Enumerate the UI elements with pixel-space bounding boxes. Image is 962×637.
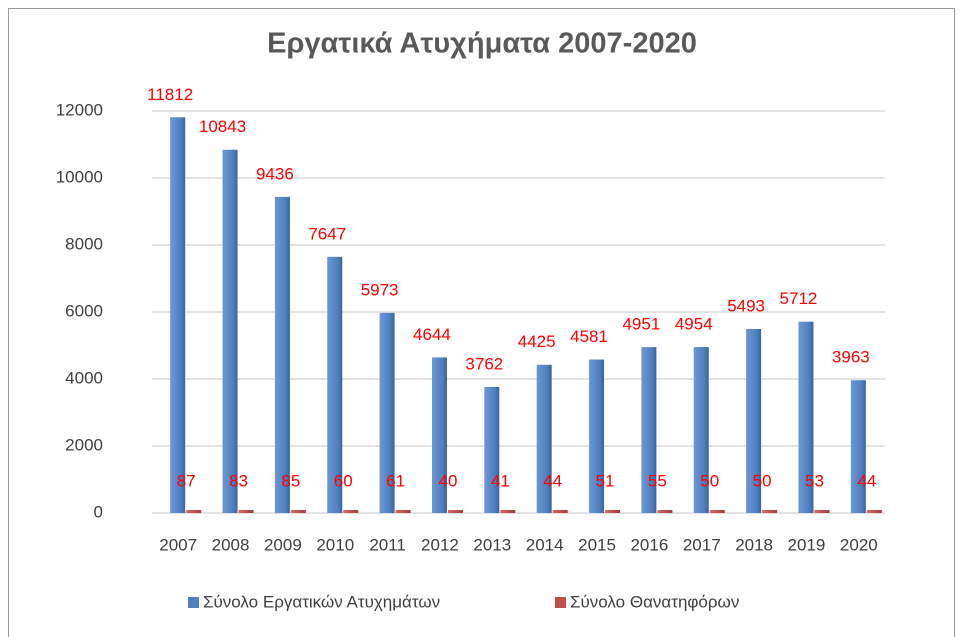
y-tick-label: 12000 [56,100,103,119]
data-label: 4425 [518,332,556,351]
data-label: 61 [386,471,405,490]
bar [605,510,621,513]
x-tick-label: 2019 [788,535,826,554]
data-label: 11812 [147,85,193,104]
data-label: 83 [229,471,248,490]
x-tick-label: 2013 [473,535,511,554]
x-tick-label: 2020 [840,535,878,554]
x-tick-label: 2016 [630,535,668,554]
data-label: 87 [177,471,196,490]
bar [657,510,673,513]
data-label: 85 [281,471,300,490]
data-label: 10843 [199,117,246,136]
chart-frame [8,8,955,637]
legend-label: Σύνολο Θανατηφόρων [570,592,739,611]
x-tick-label: 2010 [316,535,354,554]
data-label: 50 [700,471,719,490]
bar [641,347,657,513]
bar [814,510,830,513]
data-label: 4581 [570,327,608,346]
data-label: 50 [753,471,772,490]
legend-swatch [555,597,566,608]
data-label: 60 [334,471,353,490]
data-label: 51 [596,471,615,490]
bar [866,510,882,513]
data-label: 53 [805,471,824,490]
y-tick-label: 6000 [65,301,103,320]
x-tick-label: 2009 [264,535,302,554]
bar [327,256,343,513]
bar [170,117,186,513]
legend-label: Σύνολο Εργατικών Ατυχημάτων [203,592,440,611]
bar [238,510,254,513]
data-label: 7647 [308,224,346,243]
x-tick-label: 2011 [369,535,406,554]
bar [290,510,306,513]
x-tick-label: 2012 [421,535,459,554]
chart-title: Εργατικά Ατυχήματα 2007-2020 [267,28,697,60]
data-label: 4644 [413,325,451,344]
data-label: 5493 [727,296,765,315]
x-tick-label: 2017 [683,535,721,554]
legend-swatch [188,597,199,608]
bar [589,359,605,513]
data-label: 4951 [622,315,660,334]
data-label: 40 [439,471,458,490]
bar [431,357,447,513]
y-tick-label: 4000 [65,368,103,387]
x-tick-label: 2014 [526,535,564,554]
bar [395,510,411,513]
bar [693,347,709,513]
data-label: 41 [491,471,510,490]
bar [222,149,238,513]
data-label: 3963 [832,348,870,367]
bar [798,321,814,513]
x-tick-label: 2008 [212,535,250,554]
bar [552,510,568,513]
y-tick-label: 8000 [65,234,103,253]
data-label: 9436 [256,164,294,183]
bar [762,510,778,513]
data-label: 44 [857,471,876,490]
data-label: 55 [648,471,667,490]
data-label: 4954 [675,315,713,334]
x-tick-label: 2015 [578,535,616,554]
bar [343,510,359,513]
bar [536,364,552,513]
y-tick-label: 10000 [56,167,103,186]
x-tick-label: 2007 [159,535,197,554]
bar [850,380,866,513]
data-label: 5973 [361,280,399,299]
bar [500,510,516,513]
bar [186,510,202,513]
data-label: 44 [543,471,562,490]
y-tick-label: 0 [94,502,103,521]
bar [746,328,762,513]
bar [379,312,395,513]
bar [447,510,463,513]
bar [484,386,500,513]
bar [274,196,290,514]
bar [709,510,725,513]
data-label: 5712 [780,289,818,308]
x-tick-label: 2018 [735,535,773,554]
data-label: 3762 [465,354,503,373]
y-tick-label: 2000 [65,435,103,454]
